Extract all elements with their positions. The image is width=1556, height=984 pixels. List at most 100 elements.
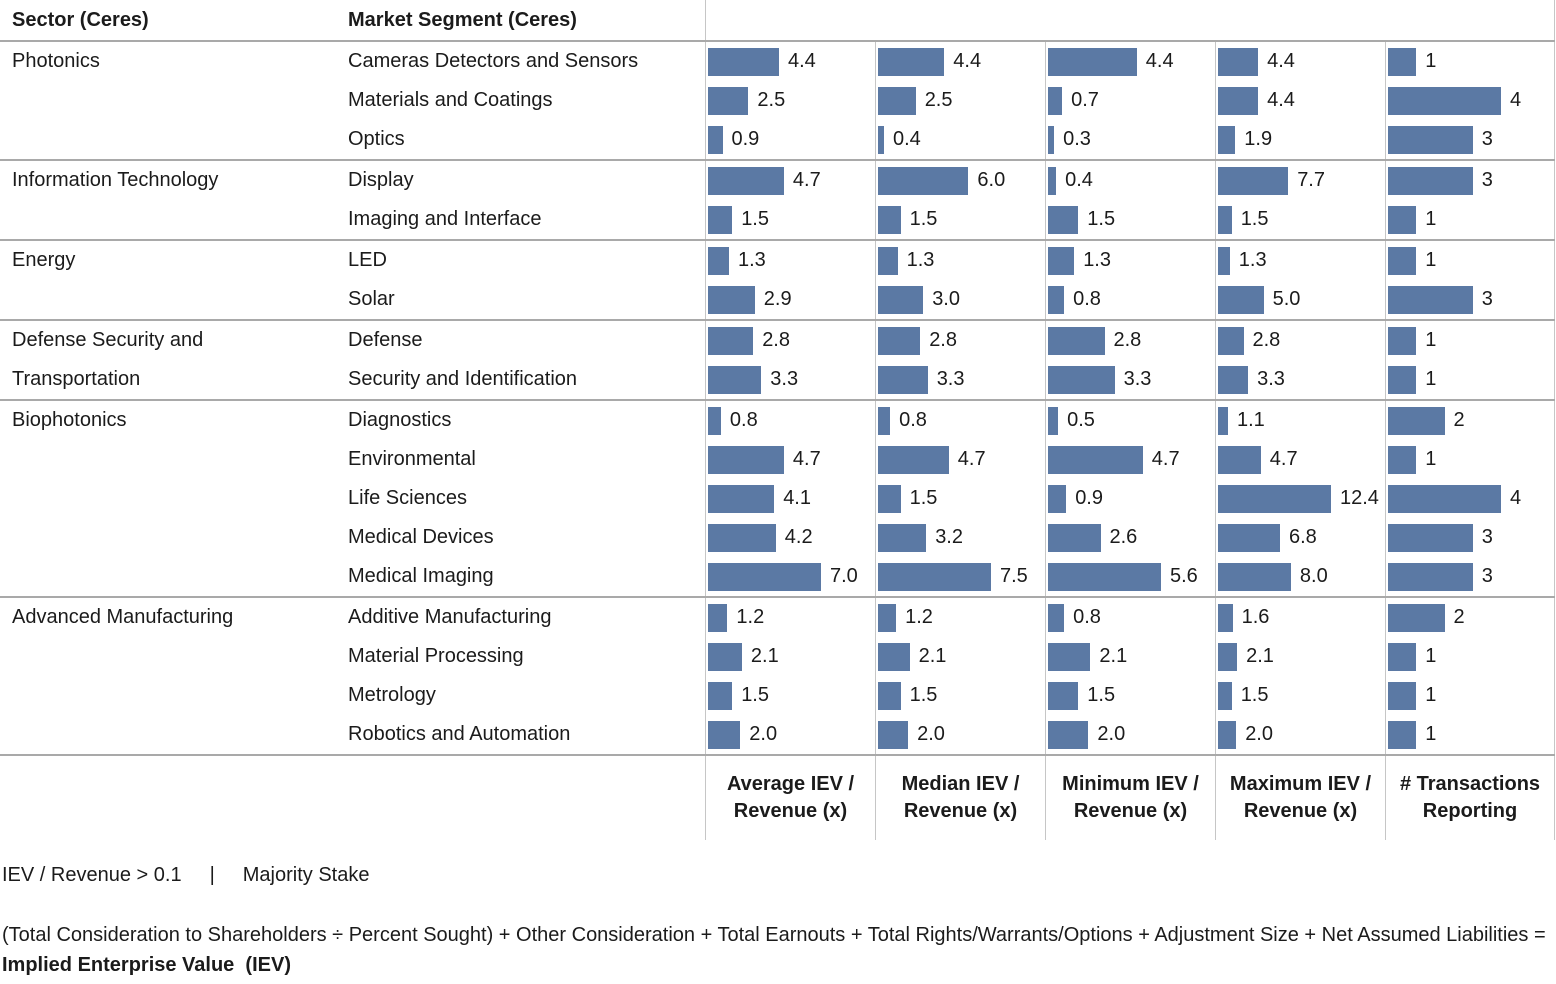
bar[interactable] [1218, 445, 1261, 474]
bar[interactable] [1048, 47, 1137, 76]
bar[interactable] [708, 523, 776, 552]
bar-cell: 4 [1385, 479, 1555, 518]
bar[interactable] [1048, 642, 1091, 671]
bar[interactable] [1218, 125, 1236, 154]
bar[interactable] [1218, 406, 1228, 435]
bar[interactable] [1388, 523, 1473, 552]
bar[interactable] [1388, 562, 1473, 591]
bar[interactable] [1048, 166, 1057, 195]
bar[interactable] [1218, 642, 1238, 671]
bar[interactable] [1048, 125, 1055, 154]
bar-value-label: 4 [1510, 487, 1522, 509]
bar-cell: 3 [1385, 120, 1555, 159]
bar[interactable] [1218, 166, 1289, 195]
bar[interactable] [878, 246, 898, 275]
bar[interactable] [878, 523, 927, 552]
bar[interactable] [708, 125, 723, 154]
bar[interactable] [1388, 47, 1417, 76]
bar[interactable] [1218, 246, 1230, 275]
sector-label: Information Technology [12, 169, 219, 191]
bar[interactable] [1048, 326, 1105, 355]
bar[interactable] [708, 484, 775, 513]
bar-value-label: 3 [1481, 288, 1493, 310]
bar[interactable] [1048, 603, 1065, 632]
bar[interactable] [1218, 47, 1259, 76]
bar[interactable] [878, 205, 901, 234]
bar[interactable] [708, 406, 721, 435]
bar[interactable] [1388, 326, 1417, 355]
bar[interactable] [1218, 205, 1232, 234]
bar[interactable] [1388, 205, 1417, 234]
bar[interactable] [708, 326, 754, 355]
bar[interactable] [878, 285, 924, 314]
bar[interactable] [878, 681, 901, 710]
bar[interactable] [1218, 86, 1259, 115]
bar-value-label: 3.3 [1257, 368, 1285, 390]
bar[interactable] [1048, 246, 1075, 275]
bar[interactable] [708, 642, 742, 671]
bar[interactable] [1048, 445, 1143, 474]
bar[interactable] [878, 484, 901, 513]
bar[interactable] [1388, 406, 1445, 435]
iev-revenue-multiples-table: Sector (Ceres) Market Segment (Ceres) Ph… [0, 0, 1555, 840]
bar-cell: 4.1 [705, 479, 875, 518]
bar[interactable] [1048, 720, 1089, 749]
bar[interactable] [878, 365, 928, 394]
bar[interactable] [1388, 86, 1501, 115]
bar[interactable] [708, 603, 728, 632]
bar[interactable] [1388, 125, 1473, 154]
bar[interactable] [878, 642, 910, 671]
bar[interactable] [878, 406, 891, 435]
bar[interactable] [878, 445, 949, 474]
bar[interactable] [1388, 445, 1417, 474]
bar-cell: 0.9 [1045, 479, 1215, 518]
bar[interactable] [878, 47, 945, 76]
bar[interactable] [1388, 246, 1417, 275]
bar[interactable] [1048, 523, 1101, 552]
bar[interactable] [1388, 720, 1417, 749]
bar[interactable] [878, 603, 897, 632]
bar[interactable] [1048, 406, 1059, 435]
bar[interactable] [1388, 365, 1417, 394]
bar[interactable] [708, 205, 733, 234]
bar[interactable] [1388, 166, 1473, 195]
bar[interactable] [1048, 562, 1161, 591]
bar[interactable] [1218, 484, 1331, 513]
bar[interactable] [1218, 523, 1280, 552]
bar[interactable] [878, 125, 884, 154]
bar[interactable] [1218, 285, 1264, 314]
bar[interactable] [708, 166, 784, 195]
bar[interactable] [1048, 365, 1115, 394]
bar[interactable] [1388, 285, 1473, 314]
bar[interactable] [1388, 642, 1417, 671]
bar[interactable] [878, 326, 921, 355]
bar[interactable] [1218, 681, 1232, 710]
bar[interactable] [708, 720, 741, 749]
bar[interactable] [708, 365, 762, 394]
bar[interactable] [1218, 720, 1237, 749]
bar[interactable] [1218, 562, 1291, 591]
bar[interactable] [878, 562, 991, 591]
bar[interactable] [878, 720, 909, 749]
bar[interactable] [1218, 603, 1233, 632]
bar[interactable] [708, 681, 733, 710]
bar[interactable] [1388, 681, 1417, 710]
bar[interactable] [878, 166, 969, 195]
bar[interactable] [878, 86, 916, 115]
bar[interactable] [708, 285, 755, 314]
bar[interactable] [1048, 205, 1079, 234]
bar[interactable] [1048, 86, 1063, 115]
bar[interactable] [1048, 681, 1079, 710]
bar[interactable] [708, 47, 779, 76]
bar[interactable] [1388, 484, 1501, 513]
bar[interactable] [708, 445, 784, 474]
bar[interactable] [708, 562, 821, 591]
bar[interactable] [1048, 285, 1065, 314]
bar[interactable] [708, 246, 729, 275]
bar[interactable] [1048, 484, 1067, 513]
bar[interactable] [1218, 365, 1249, 394]
bar[interactable] [708, 86, 749, 115]
bar[interactable] [1218, 326, 1244, 355]
bar-value-label: 0.8 [1073, 606, 1101, 628]
bar[interactable] [1388, 603, 1445, 632]
